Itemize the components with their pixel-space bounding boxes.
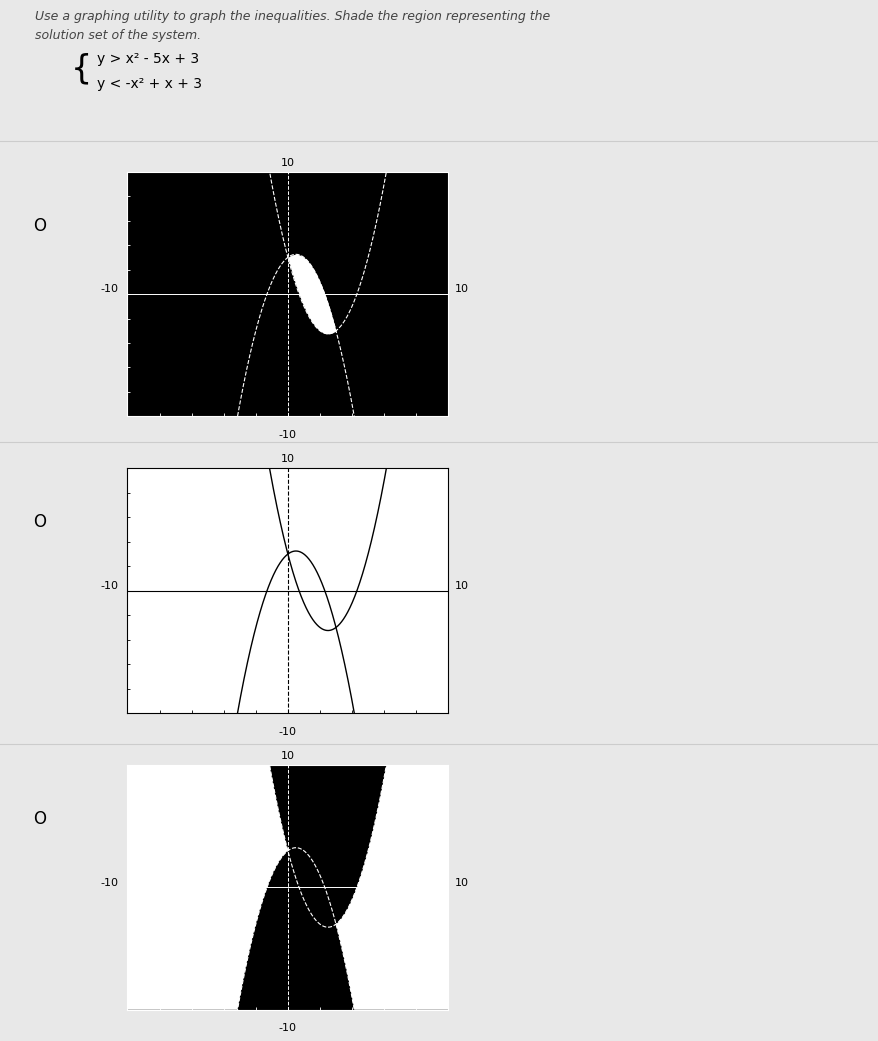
Text: -10: -10 bbox=[101, 878, 119, 888]
Text: solution set of the system.: solution set of the system. bbox=[35, 29, 201, 42]
Text: Use a graphing utility to graph the inequalities. Shade the region representing : Use a graphing utility to graph the ineq… bbox=[35, 10, 550, 23]
Text: -10: -10 bbox=[101, 284, 119, 295]
Text: y < -x² + x + 3: y < -x² + x + 3 bbox=[97, 77, 201, 91]
Text: {: { bbox=[70, 52, 91, 85]
Text: y > x² - 5x + 3: y > x² - 5x + 3 bbox=[97, 52, 198, 66]
Text: -10: -10 bbox=[278, 430, 297, 440]
Text: -10: -10 bbox=[278, 1023, 297, 1034]
Text: 10: 10 bbox=[455, 878, 469, 888]
Text: 10: 10 bbox=[281, 157, 294, 168]
Text: -10: -10 bbox=[278, 727, 297, 737]
Text: 10: 10 bbox=[455, 284, 469, 295]
Text: -10: -10 bbox=[101, 581, 119, 591]
Text: 10: 10 bbox=[455, 581, 469, 591]
Text: O: O bbox=[33, 217, 46, 234]
Text: O: O bbox=[33, 513, 46, 531]
Text: 10: 10 bbox=[281, 454, 294, 464]
Text: O: O bbox=[33, 810, 46, 828]
Text: 10: 10 bbox=[281, 751, 294, 761]
